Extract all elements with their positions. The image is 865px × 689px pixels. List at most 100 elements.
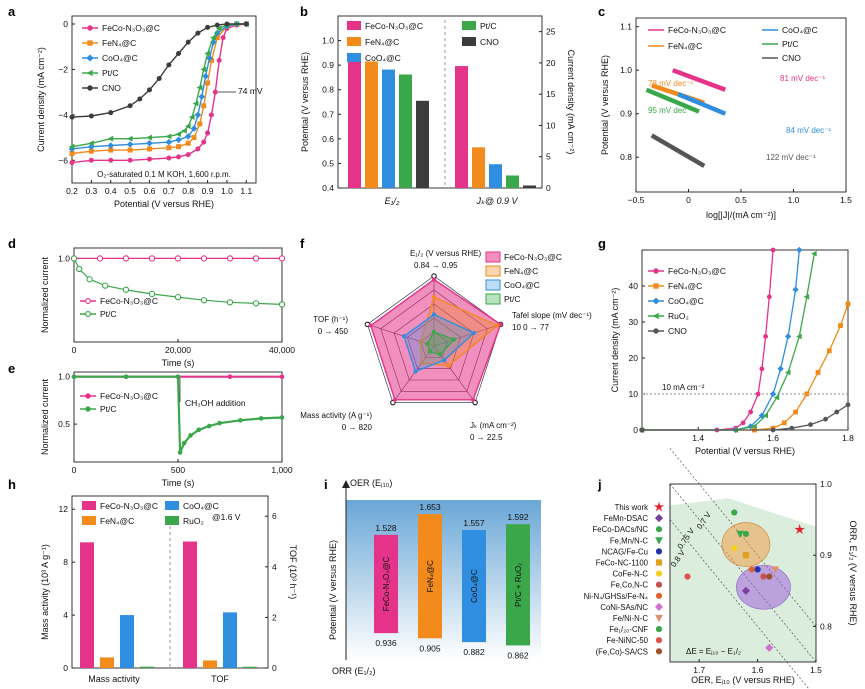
panel-letter-e: e [8,361,15,376]
y-tick-label-b-right: 10 [546,120,556,130]
radar-point-2 [401,334,407,339]
x-axis-label-c: log[|J|/(mA cm⁻²)] [706,210,776,220]
x-tick-label-a: 0.4 [105,186,117,196]
data-point-a-2 [206,54,213,62]
series-line-e-1 [74,375,283,453]
panel-d: d 0 20,000 40,000 1.0 Time (s) Normalized curr… [8,236,295,368]
radar-point-2 [442,358,447,363]
radar-series-0 [369,278,502,401]
data-point-g-0 [755,391,761,397]
data-point-a-2 [184,133,192,140]
bar-b-jk-1 [472,147,485,188]
x-tick-label-g: 1.8 [842,433,854,443]
data-point-a-2 [198,93,206,100]
data-point-a-3 [165,133,172,140]
series-line-a-3 [71,23,247,148]
panel-letter-i: i [324,477,328,492]
panel-letter-f: f [300,236,305,251]
orr-value-label-i-1: 0.905 [419,643,441,653]
legend-g-3-marker [652,312,659,320]
legend-g-1-marker [653,283,659,289]
plot-frame-j [669,483,817,663]
data-point-d-1 [122,286,130,293]
y-tick-label-h-left: 8 [63,557,68,567]
data-point-a-1 [197,121,203,127]
data-point-a-0 [146,156,152,162]
data-point-d-0 [200,255,208,262]
legend-f-text-2: CoO₄@C [504,280,540,290]
radar-axis-label-0: E₁/₂ (V versus RHE) [410,249,481,258]
radar-point-1 [495,323,500,328]
data-point-a-4 [156,76,162,82]
data-point-g-2 [792,286,799,293]
data-point-a-4 [166,62,172,68]
y-tick-label-b-right: 0 [546,183,551,193]
data-point-e-1 [238,418,243,423]
annotation-h-voltage: @1.6 V [212,512,241,522]
legend-d-0-marker [85,298,91,304]
x-tick-label-e: 1,000 [271,465,293,475]
legend-a-4-marker [87,85,93,91]
data-point-e-1 [279,415,285,420]
data-point-a-0 [201,139,207,145]
legend-j-text-3: Fe,Mn/N-C [610,536,648,545]
y-tick-label-b-left: 1.0 [322,36,334,46]
legend-b-1-text: FeN₄@C [365,37,399,47]
legend-f-text-1: FeN₄@C [504,266,538,276]
y-tick-label-h-right: 4 [272,562,277,572]
data-point-g-4 [845,402,851,408]
y-tick-label-h-left: 12 [59,504,69,514]
x-tick-label-c: 0.5 [735,195,747,205]
bottom-label-i: ORR (E₁/₂) [332,666,376,676]
data-point-d-1 [200,297,208,304]
legend-c-3-text: Pt/C [782,39,799,49]
category-label-h-0: Mass activity [88,674,140,684]
plot-frame-b [337,15,543,189]
data-point-j-13 [766,573,773,580]
legend-j-text-0: This work [615,503,648,512]
legend-e-1-text: Pt/C [100,404,117,414]
data-point-a-1 [205,80,211,86]
x-tick-label-d: 0 [72,345,77,355]
radar-point-3 [425,341,430,346]
data-point-a-1 [127,147,133,153]
radar-axis-range-1: 10 0 → 77 [512,323,549,332]
legend-f-text-0: FeCo-N₃O₃@C [504,252,562,262]
oer-value-label-i-2: 1.557 [463,518,485,528]
data-point-a-0 [212,89,218,95]
legend-j-text-10: Fe/Ni-N-C [613,614,648,623]
y-tick-label-b-right: 20 [546,58,556,68]
data-point-g-2 [796,246,803,254]
series-line-a-4 [71,23,247,118]
x-tick-label-c: 1.0 [788,195,800,205]
bar-b-jk-2 [489,164,502,188]
data-point-g-3 [803,294,810,300]
legend-a-3-text: Pt/C [102,68,119,78]
bar-h-tof-0 [183,541,197,668]
data-point-a-3 [215,25,222,32]
x-tick-label-d: 40,000 [269,345,295,355]
series-line-g-2 [642,249,800,431]
y-axis-label-h-left: Mass activity (10³ A g⁻¹) [40,544,50,640]
data-point-a-4 [137,96,143,102]
category-label-i-2: CoO₄@C [470,569,479,603]
data-point-g-3 [751,423,757,430]
data-point-a-0 [88,157,94,163]
annotation-j-delta: ΔE = Eⱼ₁₀ − E₁/₂ [686,647,741,656]
y-tick-label-b-right: 5 [546,152,551,162]
x-tick-label-a: 0.2 [66,186,78,196]
legend-d-1-text: Pt/C [100,309,117,319]
plot-frame-a [71,15,257,184]
data-point-g-1 [838,323,843,328]
bar-b-e12-4 [416,100,429,188]
y-tick-label-c: 0.9 [620,109,632,119]
legend-h-2-swatch [165,501,179,510]
legend-j-marker-8 [655,592,663,599]
y-tick-label-c: 0.8 [620,152,632,162]
x-axis-label-a: Potential (V versus RHE) [114,199,214,209]
radar-axis-label-4: TOF (h⁻¹) [313,315,348,324]
series-line-a-2 [71,23,247,150]
y-axis-label-e: Normalized current [40,378,50,455]
legend-h-1-swatch [82,516,96,525]
data-point-e-0 [279,374,285,380]
